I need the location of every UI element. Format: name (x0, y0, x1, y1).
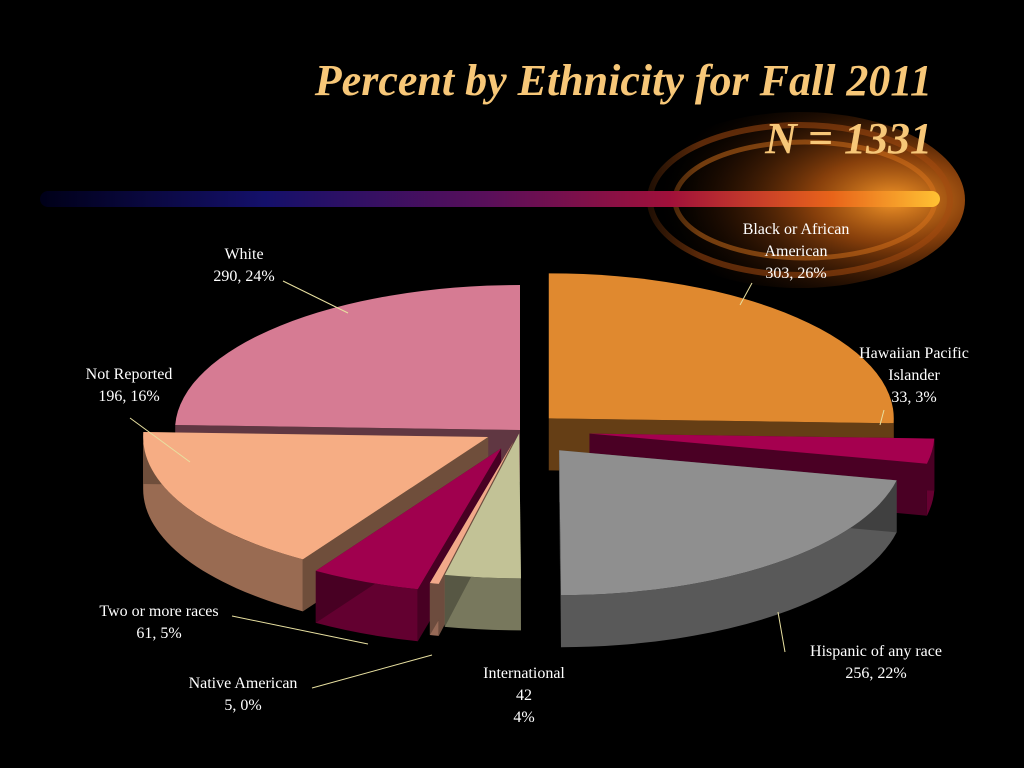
data-label-line: 61, 5% (136, 625, 181, 642)
data-label-line: Two or more races (99, 603, 218, 620)
leader-line-native-american (311, 654, 433, 689)
data-label-two-or-more-races: Two or more races 61, 5% (99, 603, 218, 642)
data-label-black-or-african-american: Black or African American 303, 26% (743, 221, 850, 282)
leader-line-two-or-more-races (231, 615, 369, 645)
slice-side-not-reported (143, 437, 303, 612)
data-label-hispanic-of-any-race: Hispanic of any race 256, 22% (810, 643, 942, 682)
data-label-international: International 42 4% (483, 665, 565, 726)
leader-line-white (282, 280, 349, 314)
data-label-line: Black or African (743, 221, 850, 238)
data-label-line: 290, 24% (213, 268, 274, 285)
data-label-line: 4% (513, 709, 534, 726)
slice-top-hawaiian-pacific-islander (589, 433, 935, 464)
slice-face-hispanic-of-any-race-1 (559, 450, 561, 648)
slice-top-black-or-african-american (548, 273, 894, 424)
leader-line-not-reported (129, 417, 191, 463)
data-label-native-american: Native American 5, 0% (189, 675, 298, 714)
data-label-line: 303, 26% (765, 265, 826, 282)
data-label-line: 42 (516, 687, 532, 704)
data-label-line: 256, 22% (845, 665, 906, 682)
data-label-line: 5, 0% (224, 697, 261, 714)
data-label-white: White 290, 24% (213, 246, 274, 285)
chart-title: Percent by Ethnicity for Fall 2011 (314, 56, 932, 105)
comet-bar (40, 191, 940, 207)
data-label-line: White (224, 246, 263, 263)
chart-subtitle: N = 1331 (765, 114, 932, 163)
data-label-line: Native American (189, 675, 298, 692)
data-label-line: Hawaiian Pacific (859, 345, 969, 362)
label-layer: Black or African American 303, 26% Hawaiian… (86, 221, 969, 726)
slice-top-two-or-more-races (315, 448, 502, 590)
leader-line-hawaiian-pacific-islander (879, 409, 885, 426)
data-label-not-reported: Not Reported 196, 16% (86, 366, 173, 405)
data-label-line: Hispanic of any race (810, 643, 942, 660)
slice-international (444, 433, 521, 631)
slice-hispanic-of-any-race (559, 450, 897, 648)
slice-side-hispanic-of-any-race (560, 480, 897, 648)
slice-top-native-american (429, 442, 514, 584)
data-label-line: 196, 16% (98, 388, 159, 405)
data-label-line: 33, 3% (891, 389, 936, 406)
data-label-hawaiian-pacific-islander: Hawaiian Pacific Islander 33, 3% (859, 345, 969, 406)
pie-layer (143, 273, 935, 648)
slice-top-international (444, 433, 521, 579)
data-label-line: Islander (888, 367, 940, 384)
leader-line-hispanic-of-any-race (777, 611, 786, 653)
data-label-line: Not Reported (86, 366, 173, 383)
leader-line-black-or-african-american (739, 282, 753, 306)
slice-top-hispanic-of-any-race (559, 450, 897, 596)
slice-top-white (175, 285, 520, 430)
slice-top-not-reported (143, 432, 489, 560)
decorative-comet (40, 100, 965, 300)
data-label-line: International (483, 665, 565, 682)
data-label-line: American (764, 243, 827, 260)
